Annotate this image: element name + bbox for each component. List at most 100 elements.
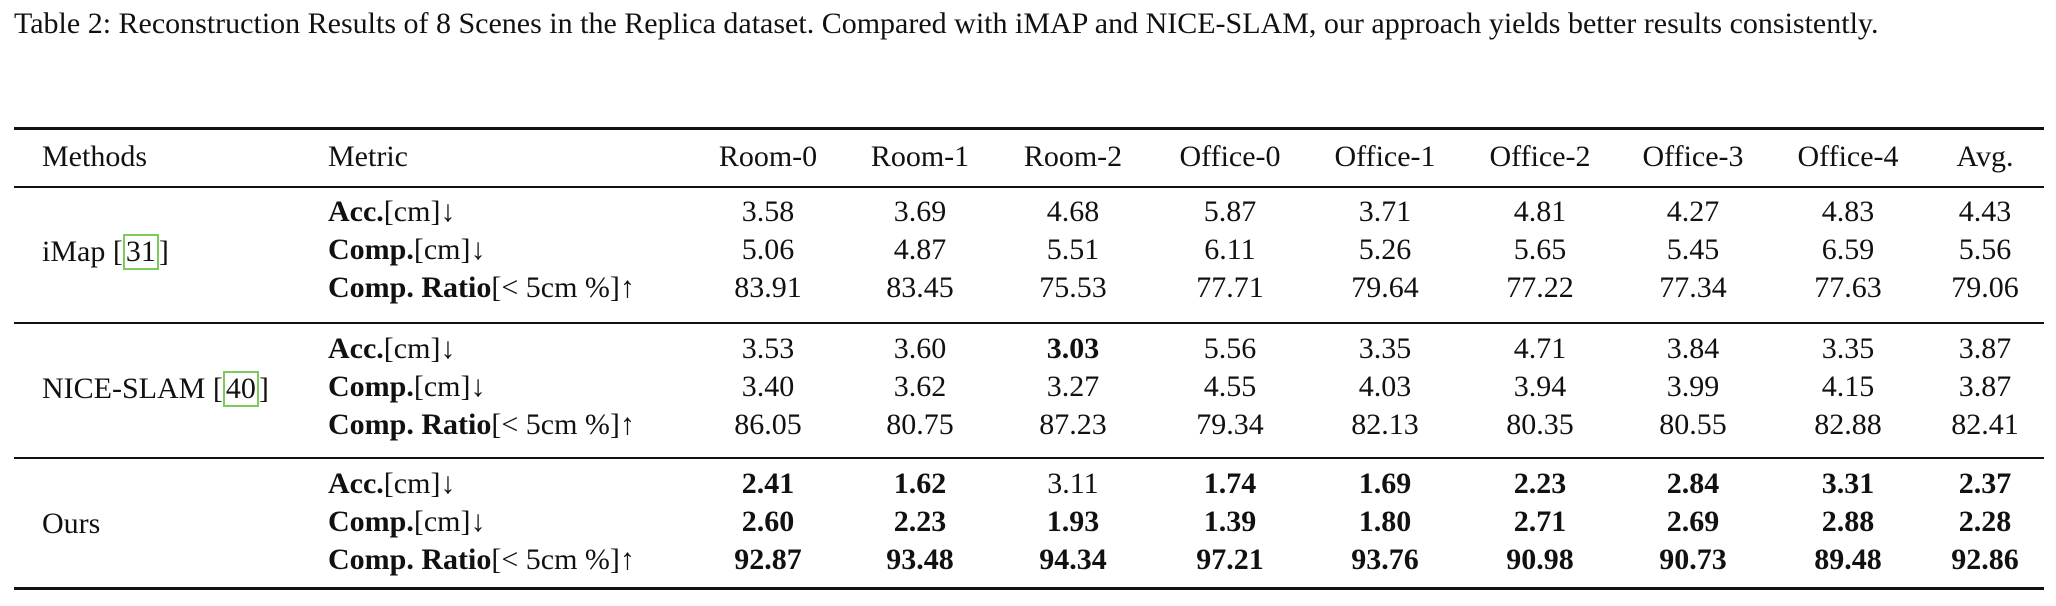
table-cell: 1.69	[1358, 467, 1412, 500]
table-cell: 4.81	[1513, 195, 1567, 228]
table-cell: 2.41	[741, 467, 795, 500]
group-rule-2	[14, 457, 2044, 459]
table-cell: 2.23	[1513, 467, 1567, 500]
metric-unit: [cm]↓	[413, 233, 486, 266]
table-cell: 83.45	[886, 271, 954, 304]
table-cell: 5.56	[1958, 233, 2012, 266]
metric-label-ratio: Comp. Ratio[< 5cm %]↑	[328, 541, 635, 579]
table-cell: 3.53	[741, 332, 795, 365]
table-cell: 3.11	[1047, 467, 1099, 500]
header-methods: Methods	[42, 140, 147, 173]
table-cell: 3.84	[1666, 332, 1720, 365]
table-cell: 79.06	[1951, 271, 2019, 304]
table-cell: 90.73	[1659, 543, 1727, 576]
column-header: Room-0	[718, 140, 818, 173]
table-cell: 4.03	[1358, 370, 1412, 403]
table-cell: 79.64	[1351, 271, 1419, 304]
top-rule	[14, 127, 2044, 130]
citation-link[interactable]: 40	[222, 371, 259, 407]
table-cell: 92.86	[1951, 543, 2019, 576]
column-header: Room-2	[1023, 140, 1123, 173]
metric-name: Comp. Ratio	[328, 543, 492, 576]
table-cell: 82.88	[1814, 408, 1882, 441]
table-cell: 92.87	[734, 543, 802, 576]
table-cell: 1.39	[1203, 505, 1257, 538]
table-cell: 77.63	[1814, 271, 1882, 304]
column-header: Office-0	[1179, 140, 1281, 173]
column-header: Avg.	[1956, 140, 2014, 173]
column-header: Office-3	[1642, 140, 1744, 173]
method-name-nice-slam: NICE-SLAM [40]	[42, 370, 269, 408]
table-cell: 80.55	[1659, 408, 1727, 441]
table-cell: 86.05	[734, 408, 802, 441]
table-cell: 82.13	[1351, 408, 1419, 441]
table-cell: 77.22	[1506, 271, 1574, 304]
table-cell: 1.80	[1358, 505, 1412, 538]
table-cell: 77.34	[1659, 271, 1727, 304]
table-cell: 5.45	[1666, 233, 1720, 266]
table-cell: 3.99	[1666, 370, 1720, 403]
table-cell: 80.35	[1506, 408, 1574, 441]
table-cell: 97.21	[1196, 543, 1264, 576]
table-cell: 77.71	[1196, 271, 1264, 304]
metric-name: Comp. Ratio	[328, 408, 492, 441]
metric-label-acc: Acc.[cm]↓	[328, 465, 455, 503]
table-cell: 1.62	[893, 467, 947, 500]
table-caption: Table 2: Reconstruction Results of 8 Sce…	[14, 7, 1879, 40]
metric-name: Acc.	[328, 332, 384, 365]
group-rule-1	[14, 322, 2044, 324]
metric-label-comp: Comp.[cm]↓	[328, 503, 485, 541]
table-cell: 93.76	[1351, 543, 1419, 576]
table-cell: 3.03	[1046, 332, 1100, 365]
metric-unit: [< 5cm %]↑	[491, 408, 635, 441]
metric-unit: [< 5cm %]↑	[491, 543, 635, 576]
table-cell: 79.34	[1196, 408, 1264, 441]
table-cell: 4.43	[1958, 195, 2012, 228]
table-cell: 5.26	[1358, 233, 1412, 266]
table-cell: 82.41	[1951, 408, 2019, 441]
table-cell: 2.69	[1666, 505, 1720, 538]
table-cell: 3.58	[741, 195, 795, 228]
column-header: Office-2	[1489, 140, 1591, 173]
method-label-suffix: ]	[158, 235, 169, 268]
table-cell: 75.53	[1039, 271, 1107, 304]
method-label-suffix: ]	[258, 372, 269, 405]
table-cell: 2.88	[1821, 505, 1875, 538]
method-name-imap: iMap [31]	[42, 233, 169, 271]
table-cell: 5.65	[1513, 233, 1567, 266]
method-label: NICE-SLAM [	[42, 372, 223, 405]
table-cell: 4.55	[1203, 370, 1257, 403]
table-cell: 1.93	[1046, 505, 1100, 538]
table-cell: 3.35	[1821, 332, 1875, 365]
table-cell: 6.59	[1821, 233, 1875, 266]
table-cell: 94.34	[1039, 543, 1107, 576]
metric-unit: [cm]↓	[383, 467, 456, 500]
table-cell: 4.71	[1513, 332, 1567, 365]
table-cell: 89.48	[1814, 543, 1882, 576]
metric-label-comp: Comp.[cm]↓	[328, 368, 485, 406]
table-cell: 5.56	[1203, 332, 1257, 365]
table-cell: 3.40	[741, 370, 795, 403]
citation-link[interactable]: 31	[122, 234, 159, 270]
table-cell: 3.62	[893, 370, 947, 403]
metric-label-acc: Acc.[cm]↓	[328, 193, 455, 231]
table-cell: 2.84	[1666, 467, 1720, 500]
metric-name: Acc.	[328, 467, 384, 500]
metric-unit: [cm]↓	[413, 370, 486, 403]
table-cell: 4.87	[893, 233, 947, 266]
table-cell: 3.31	[1821, 467, 1875, 500]
metric-label-acc: Acc.[cm]↓	[328, 330, 455, 368]
table-cell: 5.51	[1046, 233, 1100, 266]
metric-label-ratio: Comp. Ratio[< 5cm %]↑	[328, 269, 635, 307]
table-cell: 5.06	[741, 233, 795, 266]
table-cell: 2.23	[893, 505, 947, 538]
table-cell: 3.94	[1513, 370, 1567, 403]
column-header: Room-1	[870, 140, 970, 173]
table-cell: 3.87	[1958, 370, 2012, 403]
table-cell: 3.87	[1958, 332, 2012, 365]
table-cell: 83.91	[734, 271, 802, 304]
table-cell: 90.98	[1506, 543, 1574, 576]
metric-name: Comp.	[328, 233, 414, 266]
table-cell: 6.11	[1204, 233, 1256, 266]
table-cell: 3.27	[1046, 370, 1100, 403]
